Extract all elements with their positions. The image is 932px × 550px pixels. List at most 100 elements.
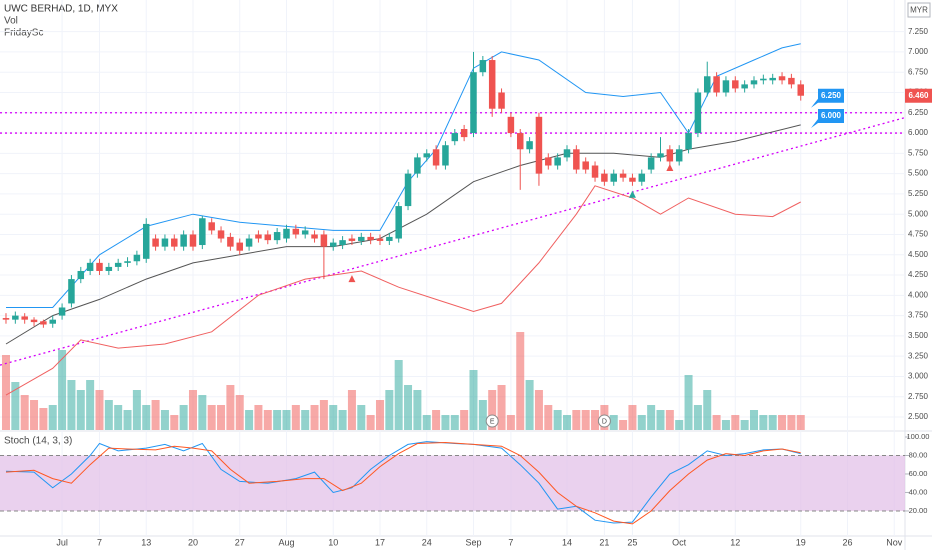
volume-bar [675, 420, 684, 430]
candle-body [423, 153, 430, 158]
volume-bar [591, 410, 600, 430]
volume-bar [647, 405, 656, 430]
candle-body [535, 116, 543, 174]
volume-bar [637, 415, 646, 430]
candle-body [12, 315, 19, 320]
stoch-band [0, 455, 905, 511]
y-tick-label: 5.250 [908, 189, 929, 198]
x-tick-label: 25 [627, 537, 637, 547]
candle-body [161, 238, 169, 247]
candle-body [703, 76, 711, 93]
candle-body [778, 76, 786, 81]
signal-marker [666, 163, 674, 171]
volume-bar [375, 400, 384, 430]
candle-body [694, 92, 702, 134]
volume-bar [544, 405, 553, 430]
candle-body [68, 279, 75, 304]
currency-box [907, 2, 931, 18]
candle-body [451, 133, 459, 142]
y-tick-label: 40.00 [909, 487, 928, 496]
volume-bar [488, 390, 497, 430]
candle-body [741, 84, 748, 89]
volume-bar [759, 415, 768, 430]
candle-body [442, 145, 449, 166]
y-tick-label: 7.250 [908, 27, 929, 36]
volume-bar [310, 405, 319, 430]
volume-bar [619, 420, 628, 430]
candle-body [657, 153, 664, 158]
candle-body [114, 262, 122, 267]
volume-bar [357, 405, 366, 430]
last-price-tag [905, 88, 932, 103]
volume-bar [404, 385, 413, 430]
volume-bar [226, 385, 235, 430]
x-tick-label: 7 [97, 537, 102, 547]
candle-body [245, 238, 253, 247]
candle-body [610, 173, 617, 182]
candle-body [21, 316, 28, 320]
last-price-label: 6.460 [908, 91, 929, 100]
candle-body [292, 228, 300, 235]
volume-bar [422, 415, 431, 430]
level-label: 6.250 [821, 91, 842, 100]
y-tick-label: 3.500 [908, 331, 929, 340]
indicator-label: FridaySc [4, 28, 43, 39]
candle-body [152, 238, 159, 247]
candle-body [376, 238, 384, 241]
volume-bar [20, 395, 29, 430]
candle-body [769, 77, 776, 81]
indicator-label: Vol [4, 16, 18, 27]
candle-body [713, 76, 720, 93]
stoch-title: Stoch (14, 3, 3) [4, 436, 72, 447]
event-label: E [490, 418, 495, 425]
candle-body [554, 157, 561, 166]
volume-bar [263, 410, 272, 430]
candle-body [189, 234, 197, 247]
volume-bar [787, 415, 796, 430]
indicator-line [5, 185, 801, 396]
candle-body [526, 141, 533, 150]
volume-bar [114, 405, 123, 430]
candle-body [675, 149, 683, 162]
stoch-line [5, 441, 801, 525]
level-tag [811, 109, 844, 129]
candle-body [311, 234, 318, 239]
candle-body [2, 318, 10, 320]
y-tick-label: 3.250 [908, 351, 929, 360]
y-tick-label: 4.500 [908, 250, 929, 259]
x-tick-label: Aug [278, 537, 294, 547]
volume-bar [30, 400, 39, 430]
volume-bar [553, 410, 562, 430]
x-tick-label: 19 [796, 537, 806, 547]
candle-body [414, 157, 421, 174]
volume-bar [656, 410, 665, 430]
y-tick-label: 5.500 [908, 169, 929, 178]
y-tick-label: 60.00 [909, 469, 928, 478]
y-tick-label: 5.750 [908, 148, 929, 157]
volume-bar [796, 415, 805, 430]
volume-bar [497, 385, 506, 430]
volume-bar [245, 410, 254, 430]
volume-bar [721, 420, 730, 430]
candle-body [545, 157, 552, 166]
volume-bar [432, 410, 441, 430]
y-tick-label: 6.250 [908, 108, 929, 117]
candle-body [86, 262, 94, 271]
y-tick-label: 20.00 [909, 506, 928, 515]
volume-bar [67, 380, 76, 430]
level-tag [811, 88, 844, 108]
x-tick-label: 27 [235, 537, 245, 547]
candle-body [432, 149, 440, 166]
level-label: 6.000 [821, 111, 842, 120]
x-tick-label: Oct [672, 537, 687, 547]
volume-bar [11, 382, 20, 430]
candle-body [283, 228, 290, 239]
candle-body [40, 321, 47, 325]
y-tick-label: 3.750 [908, 311, 929, 320]
candle-body [386, 236, 393, 241]
candle-body [750, 80, 758, 85]
indicator-line [6, 43, 801, 308]
event-label: D [602, 418, 607, 425]
volume-bar [506, 415, 515, 430]
candle-body [573, 149, 580, 170]
